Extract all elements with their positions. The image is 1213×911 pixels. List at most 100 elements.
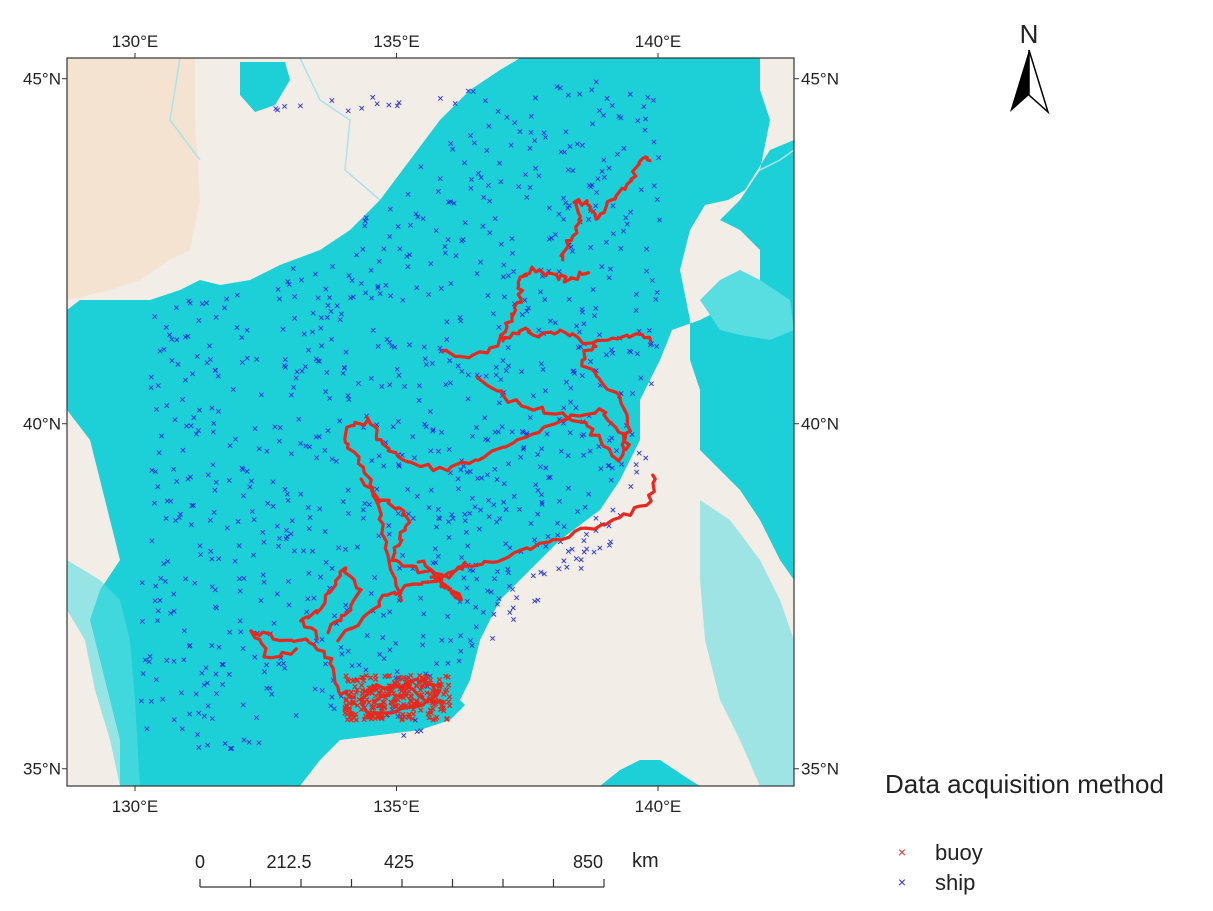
ship-observation <box>256 740 262 746</box>
ship-observation <box>544 431 550 437</box>
ship-observation <box>325 303 331 309</box>
buoy-observation <box>424 690 430 696</box>
ship-observation <box>397 565 403 571</box>
ship-observation <box>377 291 383 297</box>
lat-label-right: 45°N <box>801 70 839 89</box>
ship-observation <box>328 308 334 314</box>
ship-observation <box>579 433 585 439</box>
ship-observation <box>327 395 333 401</box>
ship-observation <box>209 643 215 649</box>
ship-observation <box>603 352 609 358</box>
buoy-observation <box>344 711 350 718</box>
buoy-observation <box>350 678 356 684</box>
ship-observation <box>462 220 468 226</box>
ship-observation <box>546 205 552 211</box>
ship-observation <box>593 79 599 85</box>
ship-observation <box>310 310 316 316</box>
ship-observation <box>182 377 189 383</box>
ship-observation <box>234 324 240 331</box>
ship-observation <box>421 344 427 350</box>
ship-observation <box>475 170 481 176</box>
buoy-observation <box>398 693 404 699</box>
ship-observation <box>212 487 218 493</box>
ship-observation <box>593 203 599 209</box>
ship-observation <box>448 638 454 644</box>
ship-observation <box>606 542 613 548</box>
ship-observation <box>496 324 502 330</box>
ship-observation <box>567 430 573 436</box>
lon-label-bottom: 135°E <box>373 797 420 816</box>
ship-observation <box>522 172 528 178</box>
buoy-observation <box>350 694 357 700</box>
ship-observation <box>304 609 310 615</box>
ship-observation <box>589 87 595 93</box>
buoy-observation <box>413 702 419 708</box>
ship-observation <box>563 129 569 135</box>
ship-observation <box>435 448 441 454</box>
ship-observation <box>250 552 256 558</box>
ship-observation <box>244 355 250 361</box>
buoy-observation <box>372 673 379 679</box>
ship-observation <box>345 487 351 493</box>
ship-observation <box>439 429 445 435</box>
ship-observation <box>528 129 534 135</box>
ship-observation <box>144 726 150 732</box>
ship-observation <box>561 558 567 564</box>
ship-observation <box>311 595 317 601</box>
ship-observation <box>298 440 304 446</box>
buoy-observation <box>419 692 425 698</box>
ship-observation <box>301 331 307 337</box>
ship-observation <box>196 407 202 413</box>
ship-observation <box>331 706 337 712</box>
buoy-track <box>476 332 653 463</box>
buoy-track <box>559 155 652 262</box>
ship-observation <box>491 502 497 508</box>
legend-label-buoy: buoy <box>935 840 983 865</box>
buoy-track <box>343 407 631 603</box>
ship-observation <box>468 177 474 183</box>
ship-observation <box>196 317 202 324</box>
ship-observation <box>576 329 582 335</box>
ship-observation <box>190 502 196 508</box>
ship-observation <box>603 239 609 245</box>
ship-observation <box>618 246 624 252</box>
ship-observation <box>541 571 547 577</box>
ship-observation <box>396 462 402 468</box>
ship-observation <box>208 548 214 554</box>
scale-bar: 0 212.5 425 850 km <box>195 850 659 888</box>
ship-observation <box>539 501 545 507</box>
ship-observation <box>332 613 338 619</box>
ship-observation <box>521 445 527 451</box>
ship-observation <box>579 373 585 379</box>
ship-observation <box>633 307 639 313</box>
buoy-observation <box>393 704 399 710</box>
ship-observation <box>203 300 209 306</box>
ship-observation <box>587 358 594 365</box>
ship-observation <box>227 746 233 752</box>
ship-observation <box>420 216 426 222</box>
ship-observation <box>536 327 542 333</box>
ship-observation <box>389 343 395 349</box>
buoy-observation <box>428 710 434 716</box>
ship-observation <box>546 236 552 242</box>
ship-observation <box>533 165 539 171</box>
ship-observation <box>404 253 410 259</box>
ship-observation <box>426 291 432 298</box>
ship-observation <box>292 315 298 321</box>
ship-observation <box>579 309 585 315</box>
ship-observation <box>591 313 597 319</box>
ship-observation <box>306 570 312 576</box>
ship-observation <box>430 427 436 433</box>
ship-observation <box>270 503 276 509</box>
ship-observation <box>564 564 570 570</box>
ship-observation <box>450 515 456 521</box>
ship-observation <box>381 612 387 618</box>
ship-observation <box>239 359 245 365</box>
ship-observation <box>324 314 330 320</box>
ship-observation <box>194 353 200 359</box>
buoy-observation <box>409 698 415 704</box>
ship-observation <box>518 454 524 460</box>
buoy-tracks-layer <box>249 155 657 723</box>
ship-observation <box>283 536 289 542</box>
ship-observation <box>483 373 489 379</box>
